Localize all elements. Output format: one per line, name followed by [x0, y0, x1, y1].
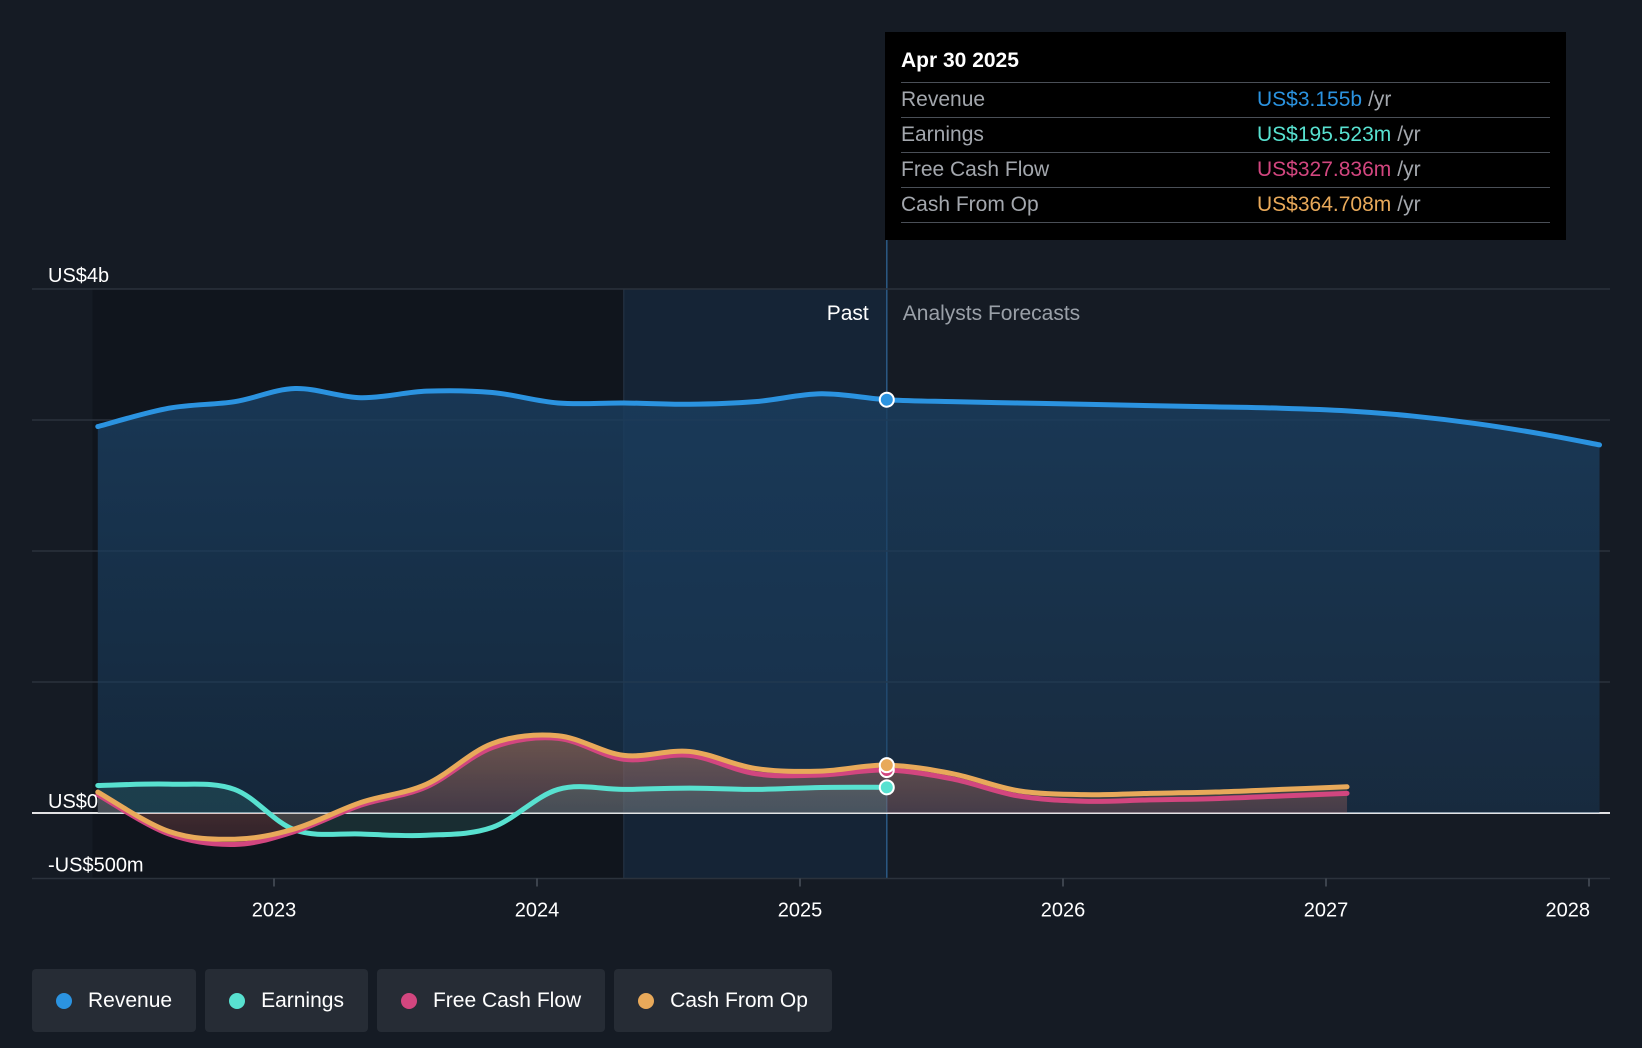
tooltip-row-cash-from-op: Cash From Op US$364.708m /yr — [901, 187, 1550, 223]
tooltip-value: US$327.836m — [1257, 158, 1392, 181]
legend-label: Earnings — [261, 988, 344, 1012]
legend-label: Cash From Op — [670, 988, 808, 1012]
tooltip-unit: /yr — [1397, 193, 1421, 216]
tooltip-value: US$195.523m — [1257, 123, 1392, 146]
tooltip-date: Apr 30 2025 — [901, 49, 1019, 72]
tooltip-label: Revenue — [901, 88, 986, 111]
tooltip-row-free-cash-flow: Free Cash Flow US$327.836m /yr — [901, 152, 1550, 187]
legend-item-earnings[interactable]: Earnings — [205, 969, 368, 1032]
chart: US$4b US$0 -US$500m 2023 2024 2025 2026 2027 202… — [32, 240, 1610, 922]
cash-from-op-marker — [878, 757, 895, 774]
earnings-marker — [878, 779, 895, 796]
earnings-area — [97, 784, 887, 836]
forecast-label: Analysts Forecasts — [903, 302, 1080, 325]
y-tick-label: -US$500m — [48, 855, 144, 877]
tooltip-value: US$364.708m — [1257, 193, 1392, 216]
tooltip-unit: /yr — [1397, 123, 1421, 146]
tooltip-row-earnings: Earnings US$195.523m /yr — [901, 117, 1550, 152]
legend: Revenue Earnings Free Cash Flow Cash Fro… — [32, 969, 832, 1032]
hover-tooltip: Apr 30 2025 Revenue US$3.155b /yr Earnin… — [885, 32, 1566, 240]
tooltip-row-revenue: Revenue US$3.155b /yr — [901, 82, 1550, 117]
tooltip-label: Free Cash Flow — [901, 158, 1050, 181]
x-tick-label: 2023 — [252, 900, 297, 922]
tooltip-value: US$3.155b — [1257, 88, 1363, 111]
x-tick-label: 2028 — [1546, 900, 1591, 922]
revenue-line — [95, 386, 1603, 448]
cash-from-op-line — [95, 732, 1350, 842]
x-tick-label: 2024 — [515, 900, 560, 922]
legend-dot-icon — [638, 992, 655, 1009]
revenue-marker — [878, 391, 895, 408]
tooltip-label: Earnings — [901, 123, 984, 146]
earnings-line — [95, 781, 890, 839]
tooltip-unit: /yr — [1368, 88, 1392, 111]
y-tick-label: US$0 — [48, 791, 98, 813]
past-label: Past — [827, 302, 869, 325]
legend-item-cash-from-op[interactable]: Cash From Op — [614, 969, 832, 1032]
legend-label: Free Cash Flow — [432, 988, 582, 1012]
tooltip-unit: /yr — [1397, 158, 1421, 181]
legend-label: Revenue — [88, 988, 173, 1012]
x-tick-label: 2026 — [1041, 900, 1086, 922]
y-tick-label: US$4b — [48, 265, 109, 287]
tooltip-label: Cash From Op — [901, 193, 1039, 216]
revenue-area — [97, 388, 1600, 813]
x-tick-label: 2027 — [1304, 900, 1349, 922]
x-tick-label: 2025 — [778, 900, 823, 922]
legend-dot-icon — [229, 992, 246, 1009]
legend-item-free-cash-flow[interactable]: Free Cash Flow — [376, 969, 606, 1032]
legend-dot-icon — [400, 992, 417, 1009]
legend-item-revenue[interactable]: Revenue — [32, 969, 197, 1032]
legend-dot-icon — [56, 992, 72, 1009]
